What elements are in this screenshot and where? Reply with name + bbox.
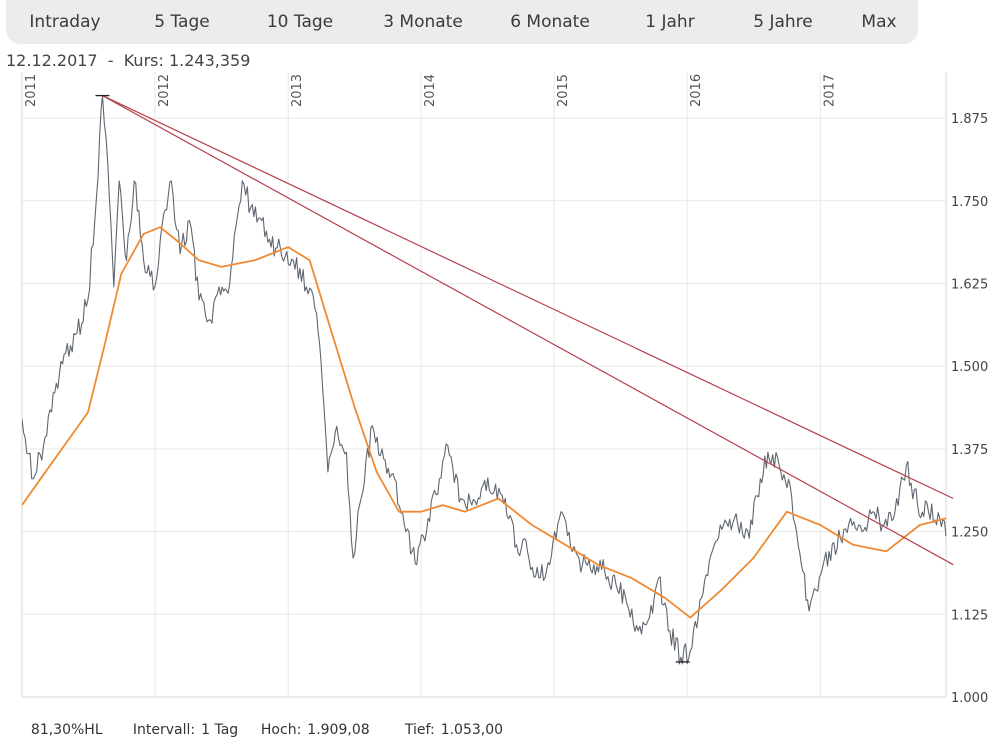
footer-interval-label: Intervall: — [132, 722, 196, 738]
footer-low-label: Tief: — [404, 722, 435, 738]
header-price-label: Kurs: — [123, 51, 164, 70]
footer-range: 81,30%HL — [22, 706, 103, 738]
x-year-label: 2012 — [157, 74, 172, 107]
tab-10-tage[interactable]: 10 Tage — [266, 12, 334, 32]
moving-average-line — [22, 226, 947, 619]
tab-1-jahr[interactable]: 1 Jahr — [645, 12, 695, 32]
trendline — [102, 95, 954, 566]
y-tick-label: 1.000 — [951, 691, 988, 706]
period-tab-bar: Intraday 5 Tage 10 Tage 3 Monate 6 Monat… — [6, 0, 918, 44]
footer-interval: Intervall: 1 Tag — [124, 706, 238, 738]
y-tick-label: 1.375 — [951, 443, 988, 458]
y-tick-label: 1.625 — [951, 277, 988, 292]
footer-low: Tief: 1.053,00 — [396, 706, 503, 738]
tab-intraday[interactable]: Intraday — [29, 12, 101, 32]
header-price-value: 1.243,359 — [168, 51, 251, 70]
trendline — [102, 95, 954, 500]
footer-interval-value: 1 Tag — [201, 722, 239, 738]
y-tick-label: 1.250 — [951, 526, 988, 541]
tab-5-jahre[interactable]: 5 Jahre — [753, 12, 813, 32]
y-tick-label: 1.125 — [951, 608, 988, 623]
x-year-label: 2011 — [24, 74, 39, 107]
tab-5-tage[interactable]: 5 Tage — [154, 12, 210, 32]
x-year-label: 2017 — [822, 74, 837, 107]
tab-3-monate[interactable]: 3 Monate — [383, 12, 463, 32]
header-separator: - — [107, 51, 114, 70]
x-year-label: 2015 — [556, 74, 571, 107]
price-header: 12.12.2017 - Kurs: 1.243,359 — [6, 51, 250, 70]
x-year-label: 2014 — [423, 74, 438, 107]
x-year-label: 2016 — [689, 74, 704, 107]
price-series-line — [22, 95, 947, 665]
tab-6-monate[interactable]: 6 Monate — [510, 12, 590, 32]
y-tick-label: 1.500 — [951, 360, 988, 375]
tab-max[interactable]: Max — [861, 12, 897, 32]
x-year-label: 2013 — [290, 74, 305, 107]
footer-high-label: Hoch: — [260, 722, 302, 738]
header-date: 12.12.2017 — [6, 51, 98, 70]
y-tick-label: 1.750 — [951, 195, 988, 210]
y-tick-label: 1.875 — [951, 112, 988, 127]
footer-high-value: 1.909,08 — [307, 722, 370, 738]
footer-high: Hoch: 1.909,08 — [252, 706, 370, 738]
footer-range-pct: 81,30%HL — [30, 722, 103, 738]
footer-low-value: 1.053,00 — [440, 722, 504, 738]
